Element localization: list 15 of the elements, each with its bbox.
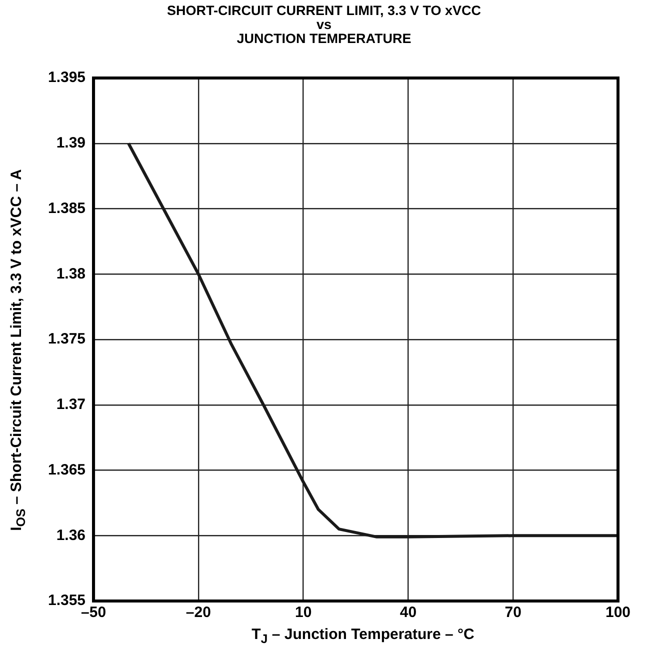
y-tick-label: 1.38	[56, 265, 86, 282]
y-tick-label: 1.375	[48, 330, 86, 348]
x-tick-label: 40	[400, 604, 417, 622]
y-tick-label: 1.36	[56, 526, 86, 544]
y-tick-label: 1.365	[48, 461, 86, 478]
y-tick-label: 1.385	[48, 200, 86, 217]
y-tick-label: 1.39	[56, 134, 86, 152]
x-tick-label: 10	[294, 604, 312, 622]
y-tick-label: 1.37	[56, 396, 86, 414]
y-tick-label: 1.395	[48, 69, 86, 86]
x-tick-label: 100	[605, 604, 631, 622]
chart-title: SHORT-CIRCUIT CURRENT LIMIT, 3.3 V TO xVCC vs JUNCTION TEMPERATURE	[166, 3, 482, 46]
x-tick-label: –20	[186, 604, 211, 622]
x-axis-title: T$_{J}$ – Junction Temperature – °C	[250, 626, 476, 646]
x-tick-label: 70	[504, 604, 522, 622]
